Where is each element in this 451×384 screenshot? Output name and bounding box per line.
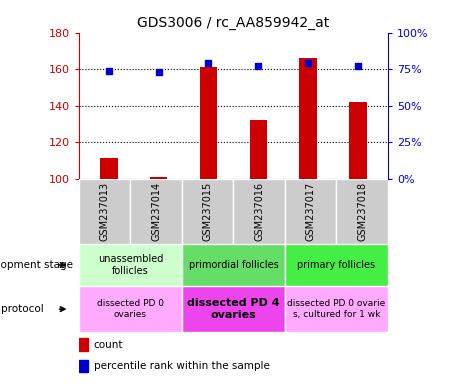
Bar [249,120,267,179]
Text: GSM237015: GSM237015 [202,182,213,241]
Text: unassembled
follicles: unassembled follicles [98,254,163,276]
Text: protocol: protocol [1,304,43,314]
Bar [285,286,388,332]
Text: development stage: development stage [0,260,73,270]
Bar [234,179,285,244]
Text: percentile rank within the sample: percentile rank within the sample [94,361,270,371]
Bar [79,244,182,286]
Point [155,69,162,75]
Bar [182,244,285,286]
Bar [79,338,88,351]
Text: dissected PD 0
ovaries: dissected PD 0 ovaries [97,300,164,319]
Bar [79,359,88,372]
Text: GSM237018: GSM237018 [357,182,367,241]
Bar [130,179,182,244]
Point [255,63,262,69]
Title: GDS3006 / rc_AA859942_at: GDS3006 / rc_AA859942_at [137,16,330,30]
Text: GSM237016: GSM237016 [254,182,264,241]
Bar [285,179,336,244]
Bar [299,58,317,179]
Point [105,68,112,74]
Bar [182,179,234,244]
Bar [285,244,388,286]
Bar [349,102,367,179]
Point [354,63,362,69]
Bar [150,177,167,179]
Text: primordial follicles: primordial follicles [189,260,278,270]
Point [205,60,212,66]
Bar [182,286,285,332]
Bar [336,179,388,244]
Bar [79,286,182,332]
Bar [79,179,130,244]
Text: count: count [94,339,123,349]
Text: dissected PD 0 ovarie
s, cultured for 1 wk: dissected PD 0 ovarie s, cultured for 1 … [287,300,386,319]
Bar [100,159,118,179]
Text: dissected PD 4
ovaries: dissected PD 4 ovaries [187,298,280,320]
Text: primary follicles: primary follicles [297,260,375,270]
Bar [200,67,217,179]
Text: GSM237013: GSM237013 [100,182,110,241]
Text: GSM237014: GSM237014 [151,182,161,241]
Text: GSM237017: GSM237017 [306,182,316,241]
Point [304,60,312,66]
